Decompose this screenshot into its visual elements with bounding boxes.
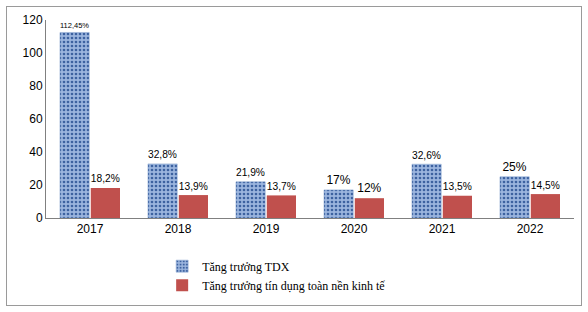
svg-text:40: 40 bbox=[29, 145, 43, 159]
svg-text:20: 20 bbox=[29, 178, 43, 192]
svg-text:32,6%: 32,6% bbox=[412, 150, 441, 161]
svg-text:13,5%: 13,5% bbox=[443, 181, 472, 192]
svg-text:0: 0 bbox=[36, 211, 43, 225]
svg-text:2019: 2019 bbox=[253, 222, 280, 236]
svg-text:13,9%: 13,9% bbox=[179, 181, 208, 192]
svg-text:17%: 17% bbox=[326, 173, 350, 187]
svg-text:21,9%: 21,9% bbox=[236, 167, 265, 178]
svg-text:2021: 2021 bbox=[429, 222, 456, 236]
svg-text:18,2%: 18,2% bbox=[91, 173, 120, 184]
svg-text:14,5%: 14,5% bbox=[531, 180, 560, 191]
svg-text:2017: 2017 bbox=[77, 222, 104, 236]
svg-text:112,45%: 112,45% bbox=[60, 21, 89, 30]
svg-text:25%: 25% bbox=[502, 160, 526, 174]
svg-text:13,7%: 13,7% bbox=[267, 181, 296, 192]
svg-text:12%: 12% bbox=[357, 181, 381, 195]
svg-text:Tăng trưởng tín dụng toàn nền: Tăng trưởng tín dụng toàn nền kinh tế bbox=[202, 279, 385, 293]
svg-text:80: 80 bbox=[29, 79, 43, 93]
svg-text:2018: 2018 bbox=[165, 222, 192, 236]
svg-text:120: 120 bbox=[23, 13, 43, 27]
svg-text:100: 100 bbox=[23, 46, 43, 60]
svg-text:Tăng trưởng TDX: Tăng trưởng TDX bbox=[202, 260, 290, 274]
svg-text:2020: 2020 bbox=[341, 222, 368, 236]
svg-text:2022: 2022 bbox=[517, 222, 544, 236]
svg-text:32,8%: 32,8% bbox=[148, 149, 177, 160]
svg-text:60: 60 bbox=[29, 112, 43, 126]
